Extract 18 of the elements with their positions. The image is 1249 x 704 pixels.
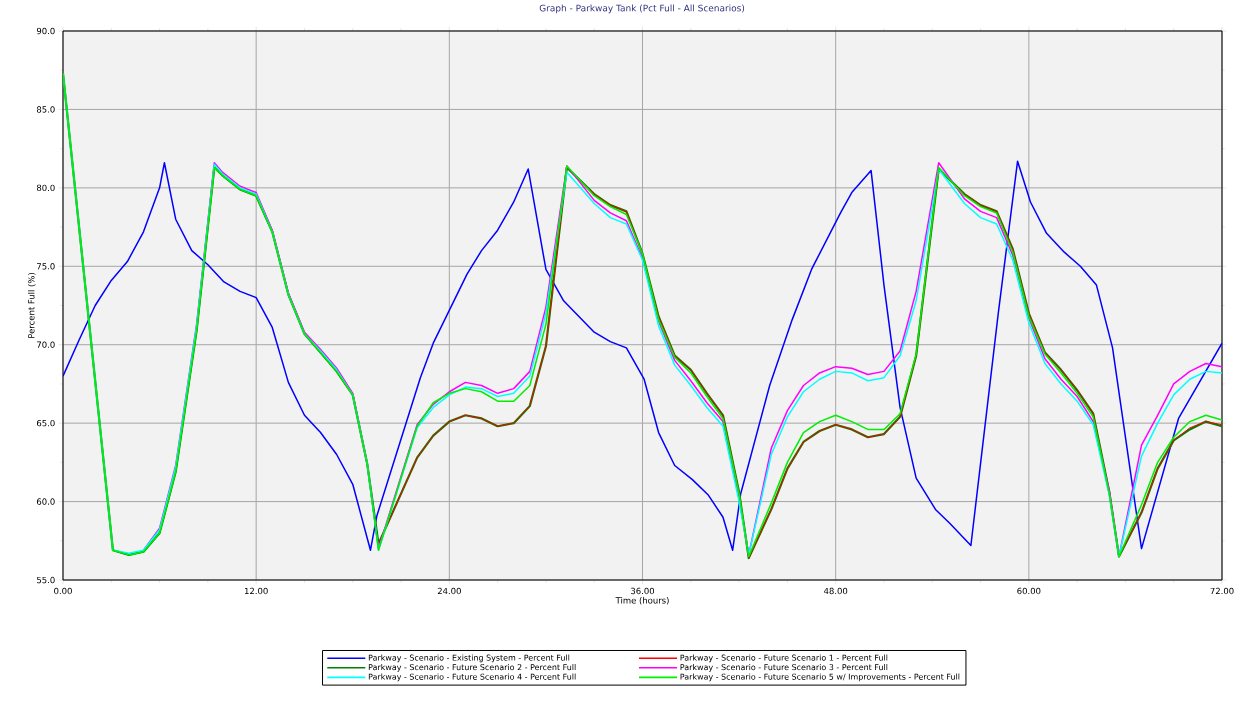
x-tick-label: 0.00 xyxy=(54,587,72,595)
x-tick-label: 36.00 xyxy=(631,587,655,595)
y-tick-label: 80.0 xyxy=(36,184,55,192)
x-tick-label: 24.00 xyxy=(437,587,461,595)
y-tick-label: 75.0 xyxy=(37,263,55,270)
y-axis-title: Percent Full (%) xyxy=(27,273,36,338)
y-tick-label: 90.0 xyxy=(36,27,55,35)
x-tick-label: 12.00 xyxy=(244,587,268,595)
x-tick-label: 72.00 xyxy=(1210,587,1234,595)
y-tick-label: 55.0 xyxy=(37,576,55,584)
y-tick-label: 85.0 xyxy=(36,106,55,113)
x-tick-label: 48.00 xyxy=(823,587,848,595)
y-tick-label: 60.0 xyxy=(36,498,55,505)
chart-title: Graph - Parkway Tank (Pct Full - All Scenarios) xyxy=(539,4,745,14)
y-tick-label: 65.0 xyxy=(36,419,55,427)
x-axis-title: Time (hours) xyxy=(615,597,669,605)
y-tick-label: 70.0 xyxy=(37,341,55,348)
x-tick-label: 60.00 xyxy=(1017,587,1041,595)
